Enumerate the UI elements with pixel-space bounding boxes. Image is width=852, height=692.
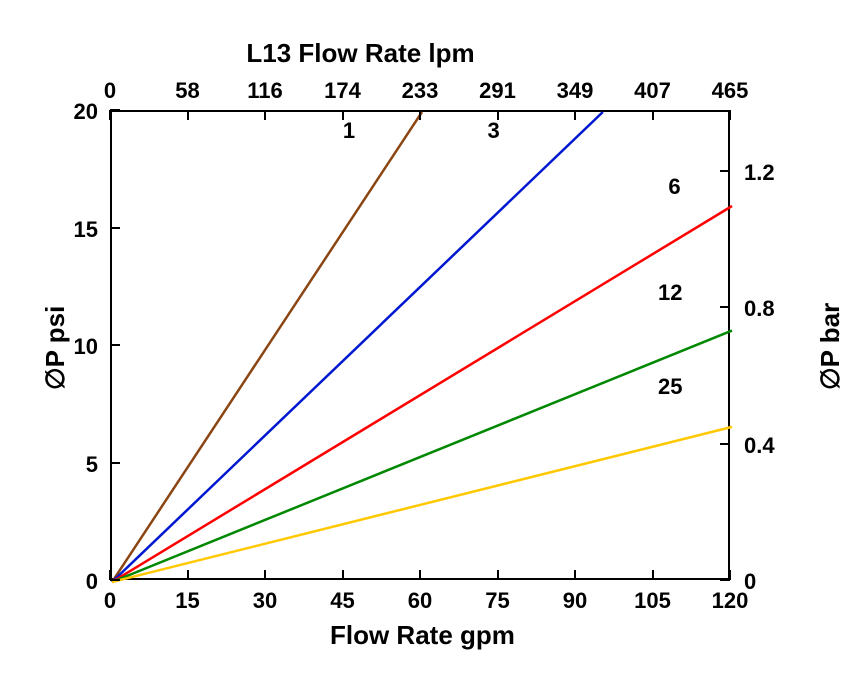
y-right-tick-label: 1.2 bbox=[744, 160, 775, 186]
plot-svg bbox=[112, 112, 732, 582]
x-bottom-tick-label: 30 bbox=[225, 588, 305, 614]
x-bottom-tick-label: 45 bbox=[303, 588, 383, 614]
x-bottom-tick bbox=[652, 570, 654, 580]
chart-container: L13 Flow Rate lpm Flow Rate gpm ∅P psi ∅… bbox=[0, 0, 852, 692]
y-left-tick bbox=[110, 109, 120, 111]
y-left-tick-label: 15 bbox=[18, 217, 98, 243]
y-axis-right-label: ∅P bar bbox=[815, 303, 846, 390]
plot-area bbox=[110, 110, 730, 580]
y-right-tick bbox=[720, 170, 730, 172]
x-bottom-tick-label: 105 bbox=[613, 588, 693, 614]
y-left-tick-label: 20 bbox=[18, 99, 98, 125]
x-top-tick-label: 233 bbox=[380, 78, 460, 104]
x-bottom-tick bbox=[574, 570, 576, 580]
series-line-25 bbox=[112, 427, 732, 582]
x-bottom-tick-label: 120 bbox=[690, 588, 770, 614]
x-top-tick bbox=[264, 110, 266, 120]
x-bottom-tick-label: 60 bbox=[380, 588, 460, 614]
chart-title: L13 Flow Rate lpm bbox=[246, 38, 474, 69]
y-right-tick-label: 0 bbox=[744, 569, 756, 595]
x-top-tick bbox=[187, 110, 189, 120]
series-line-3 bbox=[112, 112, 603, 582]
x-top-tick-label: 349 bbox=[535, 78, 615, 104]
x-top-tick bbox=[652, 110, 654, 120]
series-line-12 bbox=[112, 331, 732, 582]
x-bottom-tick-label: 15 bbox=[148, 588, 228, 614]
y-left-tick bbox=[110, 462, 120, 464]
y-left-tick-label: 10 bbox=[18, 334, 98, 360]
x-top-tick bbox=[574, 110, 576, 120]
x-bottom-tick bbox=[497, 570, 499, 580]
x-bottom-tick bbox=[264, 570, 266, 580]
x-bottom-tick-label: 90 bbox=[535, 588, 615, 614]
x-top-tick-label: 465 bbox=[690, 78, 770, 104]
y-right-tick-label: 0.8 bbox=[744, 296, 775, 322]
x-top-tick bbox=[497, 110, 499, 120]
series-line-1 bbox=[112, 112, 422, 582]
x-bottom-tick bbox=[187, 570, 189, 580]
x-top-tick-label: 174 bbox=[303, 78, 383, 104]
x-top-tick-label: 116 bbox=[225, 78, 305, 104]
x-top-tick bbox=[419, 110, 421, 120]
y-left-tick bbox=[110, 344, 120, 346]
y-right-tick bbox=[720, 443, 730, 445]
x-bottom-tick bbox=[419, 570, 421, 580]
y-left-tick-label: 0 bbox=[18, 569, 98, 595]
y-right-tick-label: 0.4 bbox=[744, 433, 775, 459]
x-top-tick bbox=[109, 110, 111, 120]
y-right-tick bbox=[720, 579, 730, 581]
y-right-tick bbox=[720, 306, 730, 308]
x-top-tick-label: 291 bbox=[458, 78, 538, 104]
x-bottom-tick bbox=[342, 570, 344, 580]
x-top-tick-label: 58 bbox=[148, 78, 228, 104]
x-top-tick bbox=[729, 110, 731, 120]
series-line-6 bbox=[112, 206, 732, 582]
y-left-tick bbox=[110, 227, 120, 229]
x-bottom-tick-label: 75 bbox=[458, 588, 538, 614]
x-top-tick-label: 407 bbox=[613, 78, 693, 104]
x-axis-bottom-label: Flow Rate gpm bbox=[330, 620, 515, 651]
y-left-tick-label: 5 bbox=[18, 452, 98, 478]
x-top-tick bbox=[342, 110, 344, 120]
y-left-tick bbox=[110, 579, 120, 581]
